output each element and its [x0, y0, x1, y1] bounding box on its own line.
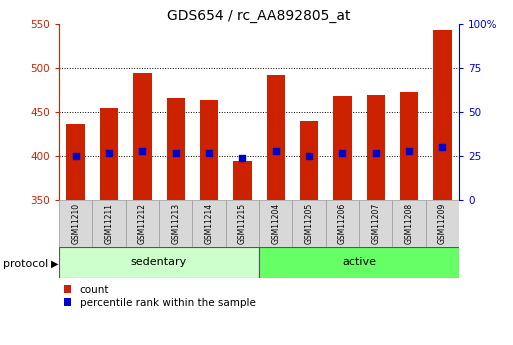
- Text: GSM11205: GSM11205: [305, 203, 313, 244]
- Bar: [359, 200, 392, 247]
- Bar: [100, 108, 118, 200]
- Text: GSM11206: GSM11206: [338, 203, 347, 244]
- Bar: [367, 95, 385, 200]
- Text: GSM11209: GSM11209: [438, 203, 447, 244]
- Bar: [400, 92, 418, 200]
- Point: [405, 148, 413, 154]
- Bar: [433, 30, 451, 200]
- Bar: [300, 121, 318, 200]
- Bar: [326, 200, 359, 247]
- Point: [305, 153, 313, 159]
- Bar: [167, 98, 185, 200]
- Point: [371, 150, 380, 155]
- Bar: [59, 200, 92, 247]
- Point: [138, 148, 147, 154]
- Bar: [392, 200, 426, 247]
- Bar: [92, 200, 126, 247]
- Text: GSM11204: GSM11204: [271, 203, 280, 244]
- Point: [105, 150, 113, 155]
- Bar: [226, 200, 259, 247]
- Bar: [267, 75, 285, 200]
- Bar: [259, 247, 459, 278]
- Bar: [159, 200, 192, 247]
- Bar: [133, 72, 151, 200]
- Bar: [59, 247, 259, 278]
- Text: GSM11212: GSM11212: [138, 203, 147, 244]
- Text: GSM11211: GSM11211: [105, 203, 113, 244]
- Text: GSM11210: GSM11210: [71, 203, 80, 244]
- Bar: [126, 200, 159, 247]
- Text: protocol: protocol: [3, 259, 48, 269]
- Point: [238, 155, 246, 161]
- Point: [205, 150, 213, 155]
- Point: [438, 145, 446, 150]
- Text: GSM11213: GSM11213: [171, 203, 180, 244]
- Bar: [426, 200, 459, 247]
- Text: GSM11215: GSM11215: [238, 203, 247, 244]
- Bar: [333, 96, 351, 200]
- Point: [71, 153, 80, 159]
- Bar: [233, 160, 251, 200]
- Text: GSM11214: GSM11214: [205, 203, 213, 244]
- Bar: [67, 124, 85, 200]
- Text: GSM11207: GSM11207: [371, 203, 380, 244]
- Point: [338, 150, 346, 155]
- Bar: [292, 200, 326, 247]
- Point: [171, 150, 180, 155]
- Bar: [259, 200, 292, 247]
- Legend: count, percentile rank within the sample: count, percentile rank within the sample: [64, 285, 255, 308]
- Text: GSM11208: GSM11208: [405, 203, 413, 244]
- Title: GDS654 / rc_AA892805_at: GDS654 / rc_AA892805_at: [167, 9, 351, 23]
- Bar: [192, 200, 226, 247]
- Text: active: active: [342, 257, 376, 267]
- Bar: [200, 100, 218, 200]
- Text: sedentary: sedentary: [131, 257, 187, 267]
- Text: ▶: ▶: [51, 259, 59, 269]
- Point: [271, 148, 280, 154]
